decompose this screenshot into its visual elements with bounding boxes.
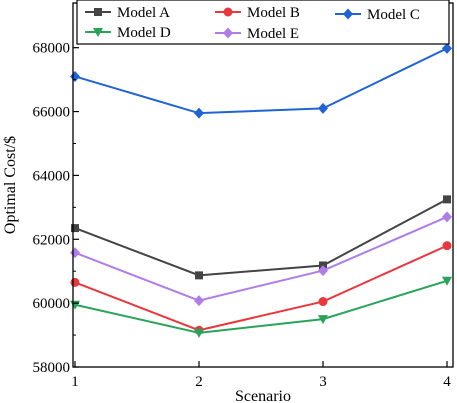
legend-label: Model C — [367, 7, 420, 23]
x-tick-label: 4 — [443, 374, 451, 390]
legend-entry: Model B — [215, 5, 300, 21]
data-point — [442, 211, 452, 223]
y-tick-label: 60000 — [33, 296, 71, 312]
series-line — [74, 244, 448, 332]
data-point — [442, 276, 452, 286]
series-line — [74, 279, 448, 334]
series-line — [74, 198, 448, 277]
y-axis-label: Optimal Cost/$ — [2, 136, 19, 234]
y-tick-label: 66000 — [33, 105, 71, 121]
x-tick-label: 2 — [195, 374, 203, 390]
legend: Model A Model B Model C Model D Model E — [76, 0, 450, 45]
y-tick-label: 62000 — [33, 232, 71, 248]
series-line — [74, 47, 448, 115]
legend-marker — [223, 27, 233, 39]
legend-marker — [223, 7, 233, 17]
x-tick-label: 1 — [71, 374, 79, 390]
legend-entry: Model A — [85, 5, 170, 21]
y-tick-label: 68000 — [33, 41, 71, 57]
x-tick-label: 3 — [319, 374, 327, 390]
y-tick-label: 64000 — [33, 168, 71, 184]
series-line — [74, 216, 448, 302]
series-model-b — [70, 241, 452, 335]
legend-entry: Model D — [85, 25, 171, 41]
legend-marker — [343, 8, 353, 20]
data-point — [194, 328, 204, 338]
legend-label: Model D — [117, 25, 171, 41]
x-axis-label: Scenario — [235, 388, 291, 403]
legend-box — [76, 0, 450, 45]
data-point — [70, 70, 80, 82]
legend-label: Model A — [117, 5, 170, 21]
data-point — [442, 241, 452, 251]
legend-marker — [93, 28, 103, 37]
data-point — [318, 315, 328, 325]
series-model-e — [70, 211, 452, 307]
series-layer — [70, 42, 452, 338]
data-point — [318, 102, 328, 114]
y-tick-label: 58000 — [33, 360, 71, 376]
series-model-a — [71, 195, 451, 280]
data-point — [195, 271, 203, 280]
data-point — [318, 297, 328, 307]
data-point — [194, 107, 204, 119]
legend-entry: Model E — [215, 26, 299, 42]
plot-area-frame — [72, 2, 454, 368]
legend-label: Model E — [247, 26, 299, 42]
data-point — [194, 295, 204, 307]
series-model-c — [70, 42, 452, 119]
x-axis: 1 2 3 4 — [71, 361, 451, 390]
data-point — [442, 42, 452, 54]
legend-entry: Model C — [335, 7, 420, 23]
data-point — [318, 265, 328, 277]
data-point — [443, 195, 451, 204]
y-axis: 58000 60000 62000 64000 66000 68000 — [33, 41, 79, 376]
legend-label: Model B — [247, 5, 300, 21]
data-point — [70, 277, 80, 287]
data-point — [71, 224, 79, 233]
legend-marker — [94, 8, 102, 16]
data-point — [70, 247, 80, 259]
